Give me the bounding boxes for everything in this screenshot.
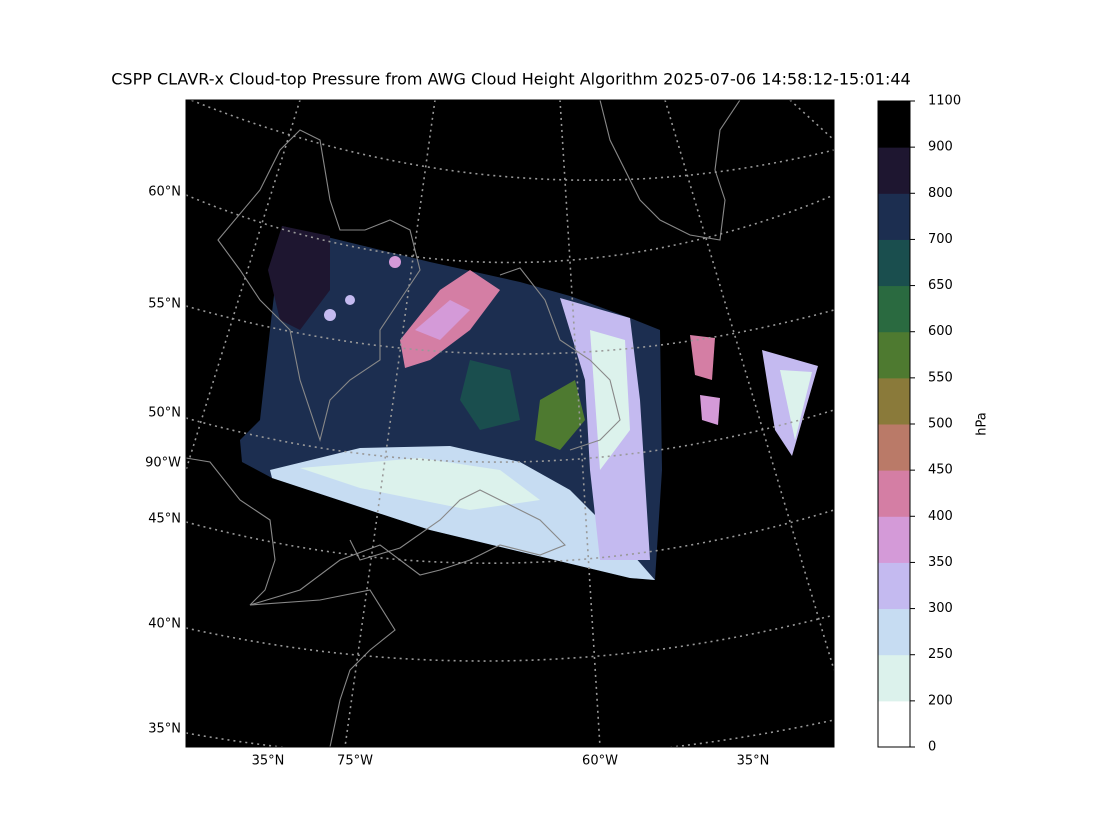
colorbar-tick-label: 200 <box>928 693 953 708</box>
colorbar-segment <box>878 516 910 563</box>
longitude-label: 35°N <box>737 754 770 769</box>
colorbar-segment <box>878 101 910 148</box>
latitude-label: 45°N <box>148 512 181 527</box>
colorbar-tick-label: 350 <box>928 555 953 570</box>
colorbar-segment <box>878 377 910 425</box>
colorbar-tick-label: 250 <box>928 647 953 662</box>
colorbar-segment <box>878 193 910 240</box>
colorbar-tick-label: 400 <box>928 509 953 524</box>
colorbar-segment <box>878 654 910 702</box>
map-title: CSPP CLAVR-x Cloud-top Pressure from AWG… <box>111 70 910 89</box>
colorbar-tick-label: 500 <box>928 417 953 432</box>
colorbar-label: hPa <box>975 412 990 435</box>
cloud-swath <box>240 226 818 580</box>
colorbar-segment <box>878 562 910 610</box>
colorbar-segment <box>878 285 910 333</box>
colorbar-tick-label: 550 <box>928 370 953 385</box>
latitude-label: 35°N <box>148 722 181 737</box>
latitude-label: 60°N <box>148 185 181 200</box>
colorbar-segment <box>878 700 910 748</box>
latitude-label: 50°N <box>148 406 181 421</box>
colorbar-tick-label: 1100 <box>928 94 961 109</box>
map-panel <box>185 99 835 748</box>
colorbar-tick-label: 700 <box>928 232 953 247</box>
longitude-label: 35°N <box>252 754 285 769</box>
latitude-label: 90°W <box>145 456 181 471</box>
graticule <box>186 100 834 747</box>
colorbar-segment <box>878 470 910 517</box>
colorbar-tick-label: 900 <box>928 140 953 155</box>
longitude-label: 75°W <box>337 754 373 769</box>
colorbar-segment <box>878 147 910 194</box>
colorbar-segment <box>878 331 910 379</box>
colorbar-tick-label: 300 <box>928 601 953 616</box>
map-frame <box>185 99 835 748</box>
colorbar-tick-label: 650 <box>928 278 953 293</box>
colorbar-segment <box>878 608 910 656</box>
latitude-label: 40°N <box>148 617 181 632</box>
colorbar-tick-label: 0 <box>928 740 936 755</box>
colorbar-tick-label: 600 <box>928 324 953 339</box>
colorbar-segment <box>878 239 910 287</box>
colorbar-tick-label: 450 <box>928 463 953 478</box>
latitude-label: 55°N <box>148 297 181 312</box>
longitude-label: 60°W <box>582 754 618 769</box>
colorbar-tick-label: 800 <box>928 186 953 201</box>
colorbar-segment <box>878 424 910 471</box>
